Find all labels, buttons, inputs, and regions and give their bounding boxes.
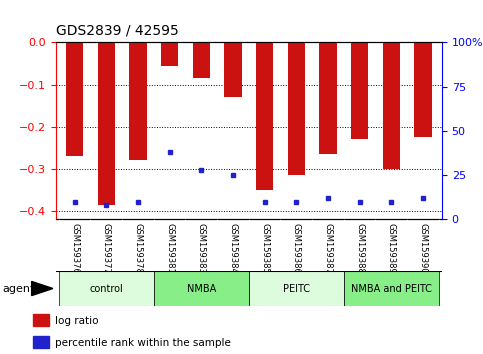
Bar <box>383 42 400 169</box>
Text: GSM159386: GSM159386 <box>292 223 301 274</box>
Bar <box>319 42 337 154</box>
Bar <box>414 42 432 137</box>
Text: GSM159384: GSM159384 <box>228 223 238 274</box>
Text: NMBA: NMBA <box>186 284 216 293</box>
Text: GDS2839 / 42595: GDS2839 / 42595 <box>56 23 178 37</box>
Text: GSM159388: GSM159388 <box>355 223 364 274</box>
Text: percentile rank within the sample: percentile rank within the sample <box>55 337 231 348</box>
Text: control: control <box>89 284 123 293</box>
Bar <box>161 42 178 65</box>
Text: NMBA and PEITC: NMBA and PEITC <box>351 284 432 293</box>
Text: GSM159389: GSM159389 <box>387 223 396 274</box>
Polygon shape <box>32 281 53 296</box>
Bar <box>129 42 147 160</box>
Text: GSM159387: GSM159387 <box>324 223 332 274</box>
Bar <box>287 42 305 175</box>
Text: GSM159376: GSM159376 <box>70 223 79 274</box>
Bar <box>66 42 83 156</box>
Text: GSM159381: GSM159381 <box>165 223 174 274</box>
Bar <box>193 42 210 78</box>
Text: GSM159390: GSM159390 <box>418 223 427 274</box>
Text: log ratio: log ratio <box>55 315 99 326</box>
Bar <box>351 42 369 139</box>
Bar <box>33 314 48 326</box>
Bar <box>224 42 242 97</box>
Text: PEITC: PEITC <box>283 284 310 293</box>
Text: agent: agent <box>2 284 35 294</box>
Text: GSM159383: GSM159383 <box>197 223 206 274</box>
Bar <box>98 42 115 205</box>
Text: GSM159377: GSM159377 <box>102 223 111 274</box>
Bar <box>256 42 273 190</box>
Text: GSM159385: GSM159385 <box>260 223 269 274</box>
Bar <box>59 271 154 306</box>
Text: GSM159378: GSM159378 <box>133 223 142 274</box>
Bar <box>33 336 48 348</box>
Bar <box>344 271 439 306</box>
Bar <box>154 271 249 306</box>
Bar <box>249 271 344 306</box>
